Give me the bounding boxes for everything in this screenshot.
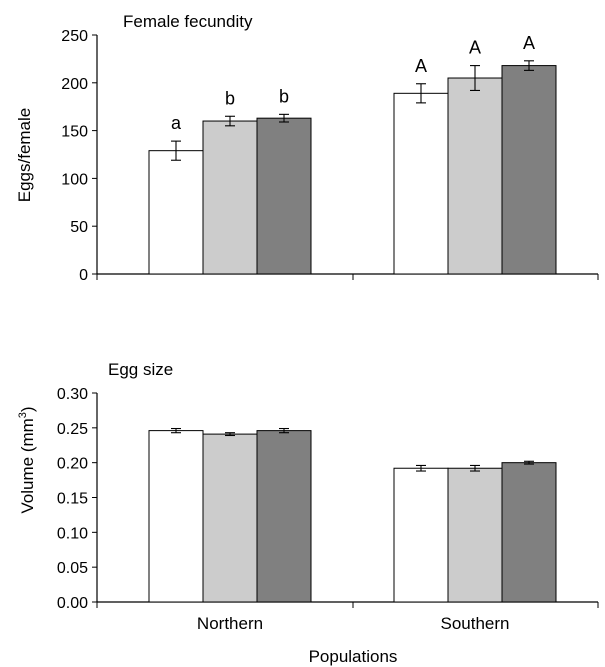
fecundity-significance-letter: A [415,56,427,76]
egg-size-y-axis-label-superscript: 3 [17,412,29,418]
fecundity-significance-letter: a [171,113,182,133]
egg-size-bar [148,430,204,603]
egg-size-y-tick-label: 0.00 [57,595,88,612]
fecundity-bar [148,150,204,275]
egg-size-panel: Egg size Volume (mm3) 0.00 0.05 0.10 0.15 0.… [17,360,599,633]
egg-size-y-tick-label: 0.05 [57,560,88,577]
fecundity-bar [202,120,258,275]
fecundity-y-tick-label: 100 [61,171,88,188]
fecundity-significance-letter: A [523,33,535,53]
egg-size-y-axis-label-text: Volume (mm [18,418,37,513]
fecundity-bar [393,92,449,275]
category-label-southern: Southern [441,614,510,633]
egg-size-y-axis-label: Volume (mm3) [17,406,37,513]
fecundity-bar [256,117,312,275]
egg-size-y-axis-label-suffix: ) [18,406,37,412]
egg-size-bar [501,462,557,603]
fecundity-bar [501,65,557,275]
fecundity-panel: Female fecundity Eggs/female 0 50 100 150 20… [15,12,599,284]
fecundity-y-tick-label: 0 [79,267,88,284]
fecundity-significance-letter: b [225,88,235,108]
fecundity-y-axis-label: Eggs/female [15,108,34,203]
egg-size-y-tick-label: 0.30 [57,386,88,403]
x-axis-label: Populations [309,647,398,666]
category-label-northern: Northern [197,614,263,633]
fecundity-y-tick-label: 200 [61,76,88,93]
fecundity-significance-letter: b [279,86,289,106]
egg-size-title: Egg size [108,360,173,379]
egg-size-bar [393,467,449,603]
egg-size-bar [256,430,312,603]
fecundity-y-tick-label: 150 [61,124,88,141]
egg-size-y-tick-label: 0.15 [57,491,88,508]
egg-size-bar [202,433,258,603]
fecundity-title: Female fecundity [123,12,253,31]
fecundity-y-tick-label: 50 [70,219,88,236]
fecundity-bar [447,77,503,275]
egg-size-y-tick-label: 0.10 [57,525,88,542]
egg-size-y-tick-label: 0.20 [57,456,88,473]
fecundity-significance-letter: A [469,38,481,58]
egg-size-y-tick-label: 0.25 [57,421,88,438]
egg-size-bar [447,467,503,603]
fecundity-y-tick-label: 250 [61,28,88,45]
